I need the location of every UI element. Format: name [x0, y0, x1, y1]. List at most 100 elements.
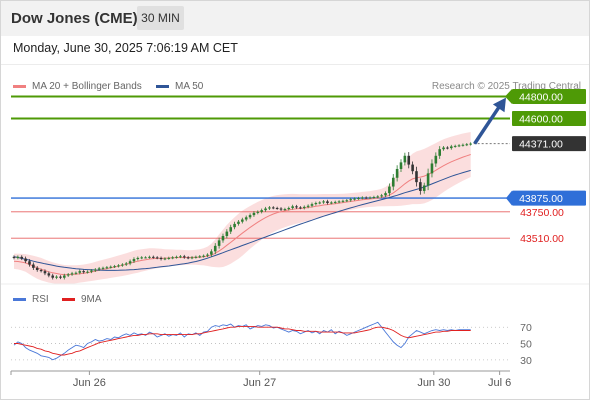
timestamp: Monday, June 30, 2025 7:06:19 AM CET [13, 41, 238, 55]
candle-body [322, 201, 325, 203]
candle-body [403, 155, 407, 163]
candle-body [101, 267, 105, 269]
divider [0, 64, 590, 65]
target-arrow-head [492, 97, 506, 113]
candle-body [388, 186, 391, 194]
legend-rsi: RSI [13, 294, 49, 305]
candle-body [97, 268, 101, 270]
candle-body [113, 266, 116, 268]
legend-ma20-swatch [13, 85, 26, 88]
candle-body [364, 197, 368, 199]
candle-body [51, 275, 54, 278]
candle-body [217, 240, 221, 246]
candle-body [190, 257, 194, 259]
candle-body [12, 256, 16, 258]
candle-body [117, 265, 120, 267]
candle-body [411, 164, 414, 172]
candle-body [233, 223, 236, 228]
legend-ma20: MA 20 + Bollinger Bands [13, 81, 142, 92]
candle-body [442, 147, 445, 150]
candle-body [395, 168, 399, 178]
candle-body [43, 271, 47, 274]
candle-body [152, 256, 155, 258]
candle-body [306, 205, 310, 207]
candle-body [144, 257, 147, 259]
rsi-series-rsi [13, 321, 471, 361]
legend-ma20-label: MA 20 + Bollinger Bands [32, 81, 142, 92]
candle-body [221, 235, 225, 241]
candle-body [380, 195, 383, 197]
candle-body [86, 271, 89, 273]
legend-9ma: 9MA [62, 294, 102, 305]
candle-body [163, 258, 167, 260]
candle-body [415, 171, 418, 183]
candle-body [407, 155, 411, 165]
candle-body [121, 264, 124, 266]
candle-body [47, 273, 51, 276]
credit-text: Research © 2025 Trading Central [431, 81, 581, 92]
candle-body [349, 199, 352, 201]
candle-body [361, 197, 364, 199]
candle-body [426, 173, 430, 186]
candle-body [175, 256, 178, 258]
candle-body [35, 267, 39, 271]
legend-rsi-swatch [13, 298, 26, 301]
candle-body [93, 269, 97, 271]
candle-body [70, 273, 74, 275]
candle-body [345, 200, 349, 202]
candle-body [206, 254, 209, 256]
candle-body [268, 207, 271, 209]
candle-body [434, 155, 438, 164]
x-axis-tick-label: Jun 30 [417, 377, 450, 389]
level-tag-label: 43875.00 [519, 193, 563, 205]
ma20-line [13, 154, 471, 276]
candle-body [182, 256, 186, 258]
candle-body [140, 257, 144, 259]
candle-body [225, 231, 229, 236]
candle-body [330, 202, 333, 204]
candle-body [59, 276, 62, 278]
candle-body [275, 207, 279, 209]
level-tag-box-resistance [512, 110, 586, 126]
candle-body [244, 217, 248, 220]
candle-body [32, 264, 35, 268]
legend-rsi-label: RSI [32, 294, 49, 305]
candle-body [198, 256, 202, 258]
price-tag-label: 44371.00 [519, 139, 563, 151]
candle-body [391, 177, 395, 187]
candle-body [90, 270, 93, 272]
candle-body [202, 255, 205, 257]
candle-body [333, 201, 337, 203]
candle-body [66, 274, 70, 276]
timeframe-selector[interactable]: 30 MIN [137, 6, 184, 30]
candle-body [357, 198, 360, 200]
candle-body [376, 196, 380, 198]
header-bar: Dow Jones (CME) 30 MIN [0, 0, 590, 36]
candle-body [171, 257, 174, 259]
candle-body [241, 219, 244, 222]
candle-body [457, 145, 461, 147]
candle-body [450, 146, 453, 149]
candle-body [20, 256, 24, 259]
x-axis-tick-label: Jul 6 [488, 377, 511, 389]
level-tag-box-resistance-target [512, 88, 586, 104]
candle-body [210, 251, 213, 255]
ma50-line [13, 169, 471, 271]
candle-body [299, 207, 302, 209]
price-tag-last: 44371.00 [512, 136, 586, 152]
candle-body [229, 227, 233, 232]
candle-body [461, 144, 465, 146]
candle-body [159, 257, 163, 260]
legend-9ma-label: 9MA [81, 294, 102, 305]
legend-ma50-label: MA 50 [175, 81, 204, 92]
candle-body [128, 261, 132, 264]
candle-body [186, 257, 190, 259]
candle-body [179, 256, 182, 258]
candle-body [124, 263, 128, 265]
candle-body [74, 272, 78, 274]
price-tag-box [512, 136, 586, 152]
legend-ma50-swatch [156, 85, 169, 88]
candle-body [148, 256, 151, 258]
bollinger-band-area [14, 132, 471, 285]
